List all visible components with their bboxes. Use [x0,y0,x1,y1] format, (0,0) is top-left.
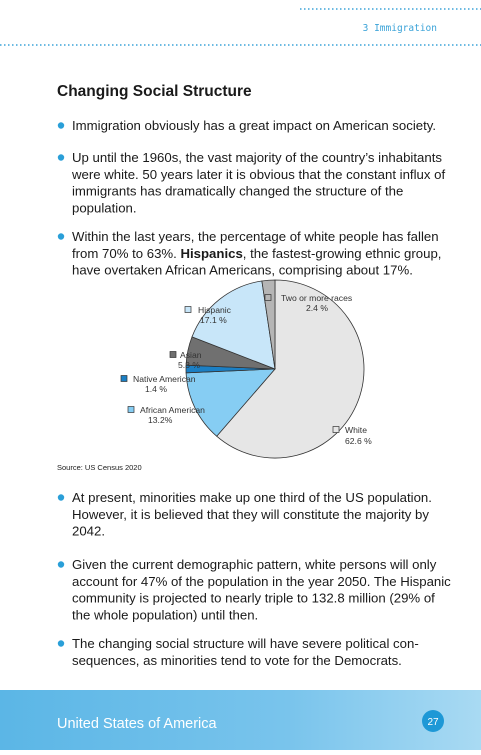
legend-swatch [169,351,177,358]
bullet-line: At present, minorities make up one third… [72,490,432,505]
bullet-line: The changing social structure will have … [72,636,419,651]
bullet-dot [57,640,65,647]
bullet-line: the whole population) until then. [72,607,258,622]
page-number: 27 [427,717,439,728]
bullet-line: Within the last years, the percentage of… [72,229,439,244]
bullet-dot [57,233,65,240]
page-badge [422,710,444,732]
slice-name: Asian [180,350,202,360]
footer-title: United States of America [57,716,218,732]
slice-value: 1.4 % [145,384,167,394]
bullet-line: Up until the 1960s, the vast majority of… [72,150,442,165]
bullet-dot [57,494,65,501]
legend-swatch [264,294,272,301]
slice-name: Two or more races [281,293,352,303]
slice-name: African American [140,405,205,415]
footer-band [0,690,481,750]
slice-value: 2.4 % [306,303,328,313]
bold-run: Hispanics [180,246,242,261]
chart-source: Source: US Census 2020 [57,463,142,472]
pie-slice [185,368,276,437]
pie-slice [216,279,365,459]
pie-slice [261,279,276,370]
text-run: , the fastest-growing ethnic group, [243,246,442,261]
bullet-line: However, it is believed that they will c… [72,507,429,522]
bullet-line: account for 47% of the population in the… [72,574,451,589]
bullet-line: have overtaken African Americans, compri… [72,263,413,278]
bullet-dot [57,122,65,129]
text-run: from 70% to 63%. [72,246,180,261]
legend-swatch [332,426,340,433]
slice-value: 13.2% [148,415,173,425]
slice-name: Hispanic [198,305,232,315]
content: Immigration obviously has a great impact… [57,118,451,668]
bullet-line: community is projected to nearly triple … [72,591,435,606]
bullet-line: sequences, as minorities tend to vote fo… [72,653,402,668]
bullet-line: 2042. [72,524,105,539]
legend-swatch [120,375,128,382]
slice-value: 17.1 % [200,315,227,325]
slice-name: Native American [133,374,196,384]
bullet-line: were white. 50 years later it is obvious… [71,167,445,182]
slice-value: 62.6 % [345,436,372,446]
bullet-line: Given the current demographic pattern, w… [72,557,437,572]
bullet-line: population. [72,200,137,215]
bullet-line: from 70% to 63%. Hispanics, the fastest-… [72,246,441,261]
chapter-label: 3 Immigration [363,23,437,34]
bullet-line: Immigration obviously has a great impact… [72,118,436,133]
pie-slice [191,280,276,370]
legend-swatch [184,306,192,313]
bullet-dot [57,561,65,568]
slice-name: White [345,425,367,435]
section-title: Changing Social Structure [57,83,252,100]
bullet-line: immigrants has dramatically changed the … [72,184,403,199]
legend-swatch [127,406,135,413]
bullet-dot [57,154,65,161]
slice-value: 5.3 % [178,360,200,370]
